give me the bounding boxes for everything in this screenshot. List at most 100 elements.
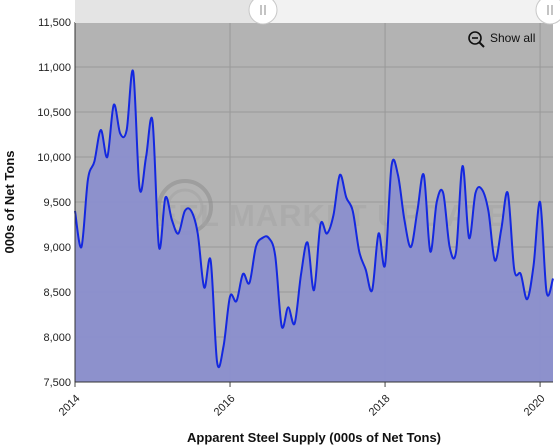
- data-point[interactable]: [202, 285, 207, 290]
- navigator-selected-range[interactable]: [263, 0, 553, 23]
- data-point[interactable]: [228, 294, 233, 299]
- data-point[interactable]: [473, 191, 478, 196]
- data-point[interactable]: [467, 236, 472, 241]
- y-tick-label: 9,500: [43, 197, 71, 209]
- data-point[interactable]: [389, 164, 394, 169]
- navigator-right-handle[interactable]: [535, 0, 560, 25]
- data-point[interactable]: [428, 249, 433, 254]
- data-point[interactable]: [182, 209, 187, 214]
- data-point[interactable]: [240, 272, 245, 277]
- x-tick-label: 2016: [212, 393, 238, 419]
- data-point[interactable]: [415, 209, 420, 214]
- data-point[interactable]: [376, 231, 381, 236]
- data-point[interactable]: [331, 213, 336, 218]
- data-point[interactable]: [105, 155, 110, 160]
- data-point[interactable]: [479, 187, 484, 192]
- data-point[interactable]: [195, 231, 200, 236]
- y-axis-title: 000s of Net Tons: [2, 150, 17, 253]
- data-point[interactable]: [312, 288, 317, 293]
- data-point[interactable]: [395, 173, 400, 178]
- data-point[interactable]: [518, 272, 523, 277]
- data-point[interactable]: [344, 195, 349, 200]
- data-point[interactable]: [434, 200, 439, 205]
- data-point[interactable]: [266, 236, 271, 241]
- y-axis-ticks: 7,500 8,000 8,500 9,000 9,500 10,000 10,500 11,…: [37, 17, 71, 389]
- data-point[interactable]: [505, 191, 510, 196]
- data-point[interactable]: [163, 195, 168, 200]
- data-point[interactable]: [525, 297, 530, 302]
- data-point[interactable]: [247, 281, 252, 286]
- x-tick-label: 2018: [367, 393, 393, 419]
- data-point[interactable]: [137, 186, 142, 191]
- data-point[interactable]: [215, 360, 220, 365]
- data-point[interactable]: [150, 119, 155, 124]
- data-point[interactable]: [441, 191, 446, 196]
- data-point[interactable]: [531, 263, 536, 268]
- data-point[interactable]: [454, 249, 459, 254]
- data-point[interactable]: [79, 245, 84, 250]
- data-point[interactable]: [447, 245, 452, 250]
- data-point[interactable]: [144, 155, 149, 160]
- data-point[interactable]: [499, 227, 504, 232]
- x-tick-label: 2020: [522, 393, 548, 419]
- y-tick-label: 9,000: [43, 242, 71, 254]
- data-point[interactable]: [273, 254, 278, 259]
- data-point[interactable]: [492, 258, 497, 263]
- data-point[interactable]: [512, 267, 517, 272]
- show-all-label[interactable]: Show all: [490, 31, 535, 45]
- data-point[interactable]: [111, 102, 116, 107]
- data-point[interactable]: [176, 231, 181, 236]
- y-tick-label: 11,500: [38, 17, 71, 29]
- data-point[interactable]: [156, 245, 161, 250]
- range-navigator[interactable]: [75, 0, 560, 25]
- data-point[interactable]: [279, 324, 284, 329]
- data-point[interactable]: [538, 200, 543, 205]
- data-point[interactable]: [318, 222, 323, 227]
- data-point[interactable]: [408, 245, 413, 250]
- data-point[interactable]: [551, 276, 556, 281]
- data-point[interactable]: [305, 240, 310, 245]
- y-tick-label: 11,000: [38, 62, 71, 74]
- data-point[interactable]: [324, 231, 329, 236]
- data-point[interactable]: [460, 164, 465, 169]
- navigator-left-handle[interactable]: [248, 0, 278, 25]
- data-point[interactable]: [402, 218, 407, 223]
- y-tick-label: 10,000: [37, 152, 71, 164]
- data-point[interactable]: [544, 290, 549, 295]
- data-point[interactable]: [350, 209, 355, 214]
- series-line: [74, 69, 554, 369]
- y-tick-label: 8,500: [43, 287, 71, 299]
- y-tick-label: 7,500: [43, 377, 71, 389]
- data-point[interactable]: [260, 236, 265, 241]
- data-point[interactable]: [131, 69, 136, 74]
- data-point[interactable]: [124, 128, 129, 133]
- data-point[interactable]: [286, 305, 291, 310]
- data-point[interactable]: [98, 128, 103, 133]
- x-axis-title: Apparent Steel Supply (000s of Net Tons): [187, 430, 441, 445]
- data-point[interactable]: [486, 209, 491, 214]
- data-point[interactable]: [421, 173, 426, 178]
- data-point[interactable]: [292, 321, 297, 326]
- show-all-button[interactable]: Show all: [468, 31, 535, 48]
- data-point[interactable]: [299, 272, 304, 277]
- data-point[interactable]: [92, 159, 97, 164]
- x-axis-ticks: 2014 2016 2018 2020: [57, 382, 548, 419]
- data-point[interactable]: [118, 131, 123, 136]
- data-point[interactable]: [85, 177, 90, 182]
- x-tick-label: 2014: [57, 393, 83, 419]
- data-point[interactable]: [253, 245, 258, 250]
- data-point[interactable]: [208, 258, 213, 263]
- data-point[interactable]: [337, 173, 342, 178]
- data-point[interactable]: [383, 263, 388, 268]
- data-point[interactable]: [370, 288, 375, 293]
- data-point[interactable]: [189, 209, 194, 214]
- data-point[interactable]: [221, 344, 226, 349]
- data-point[interactable]: [363, 267, 368, 272]
- data-point[interactable]: [169, 218, 174, 223]
- y-tick-label: 10,500: [37, 107, 71, 119]
- magnifier-minus-icon: [468, 31, 485, 48]
- data-point[interactable]: [357, 249, 362, 254]
- data-point[interactable]: [234, 299, 239, 304]
